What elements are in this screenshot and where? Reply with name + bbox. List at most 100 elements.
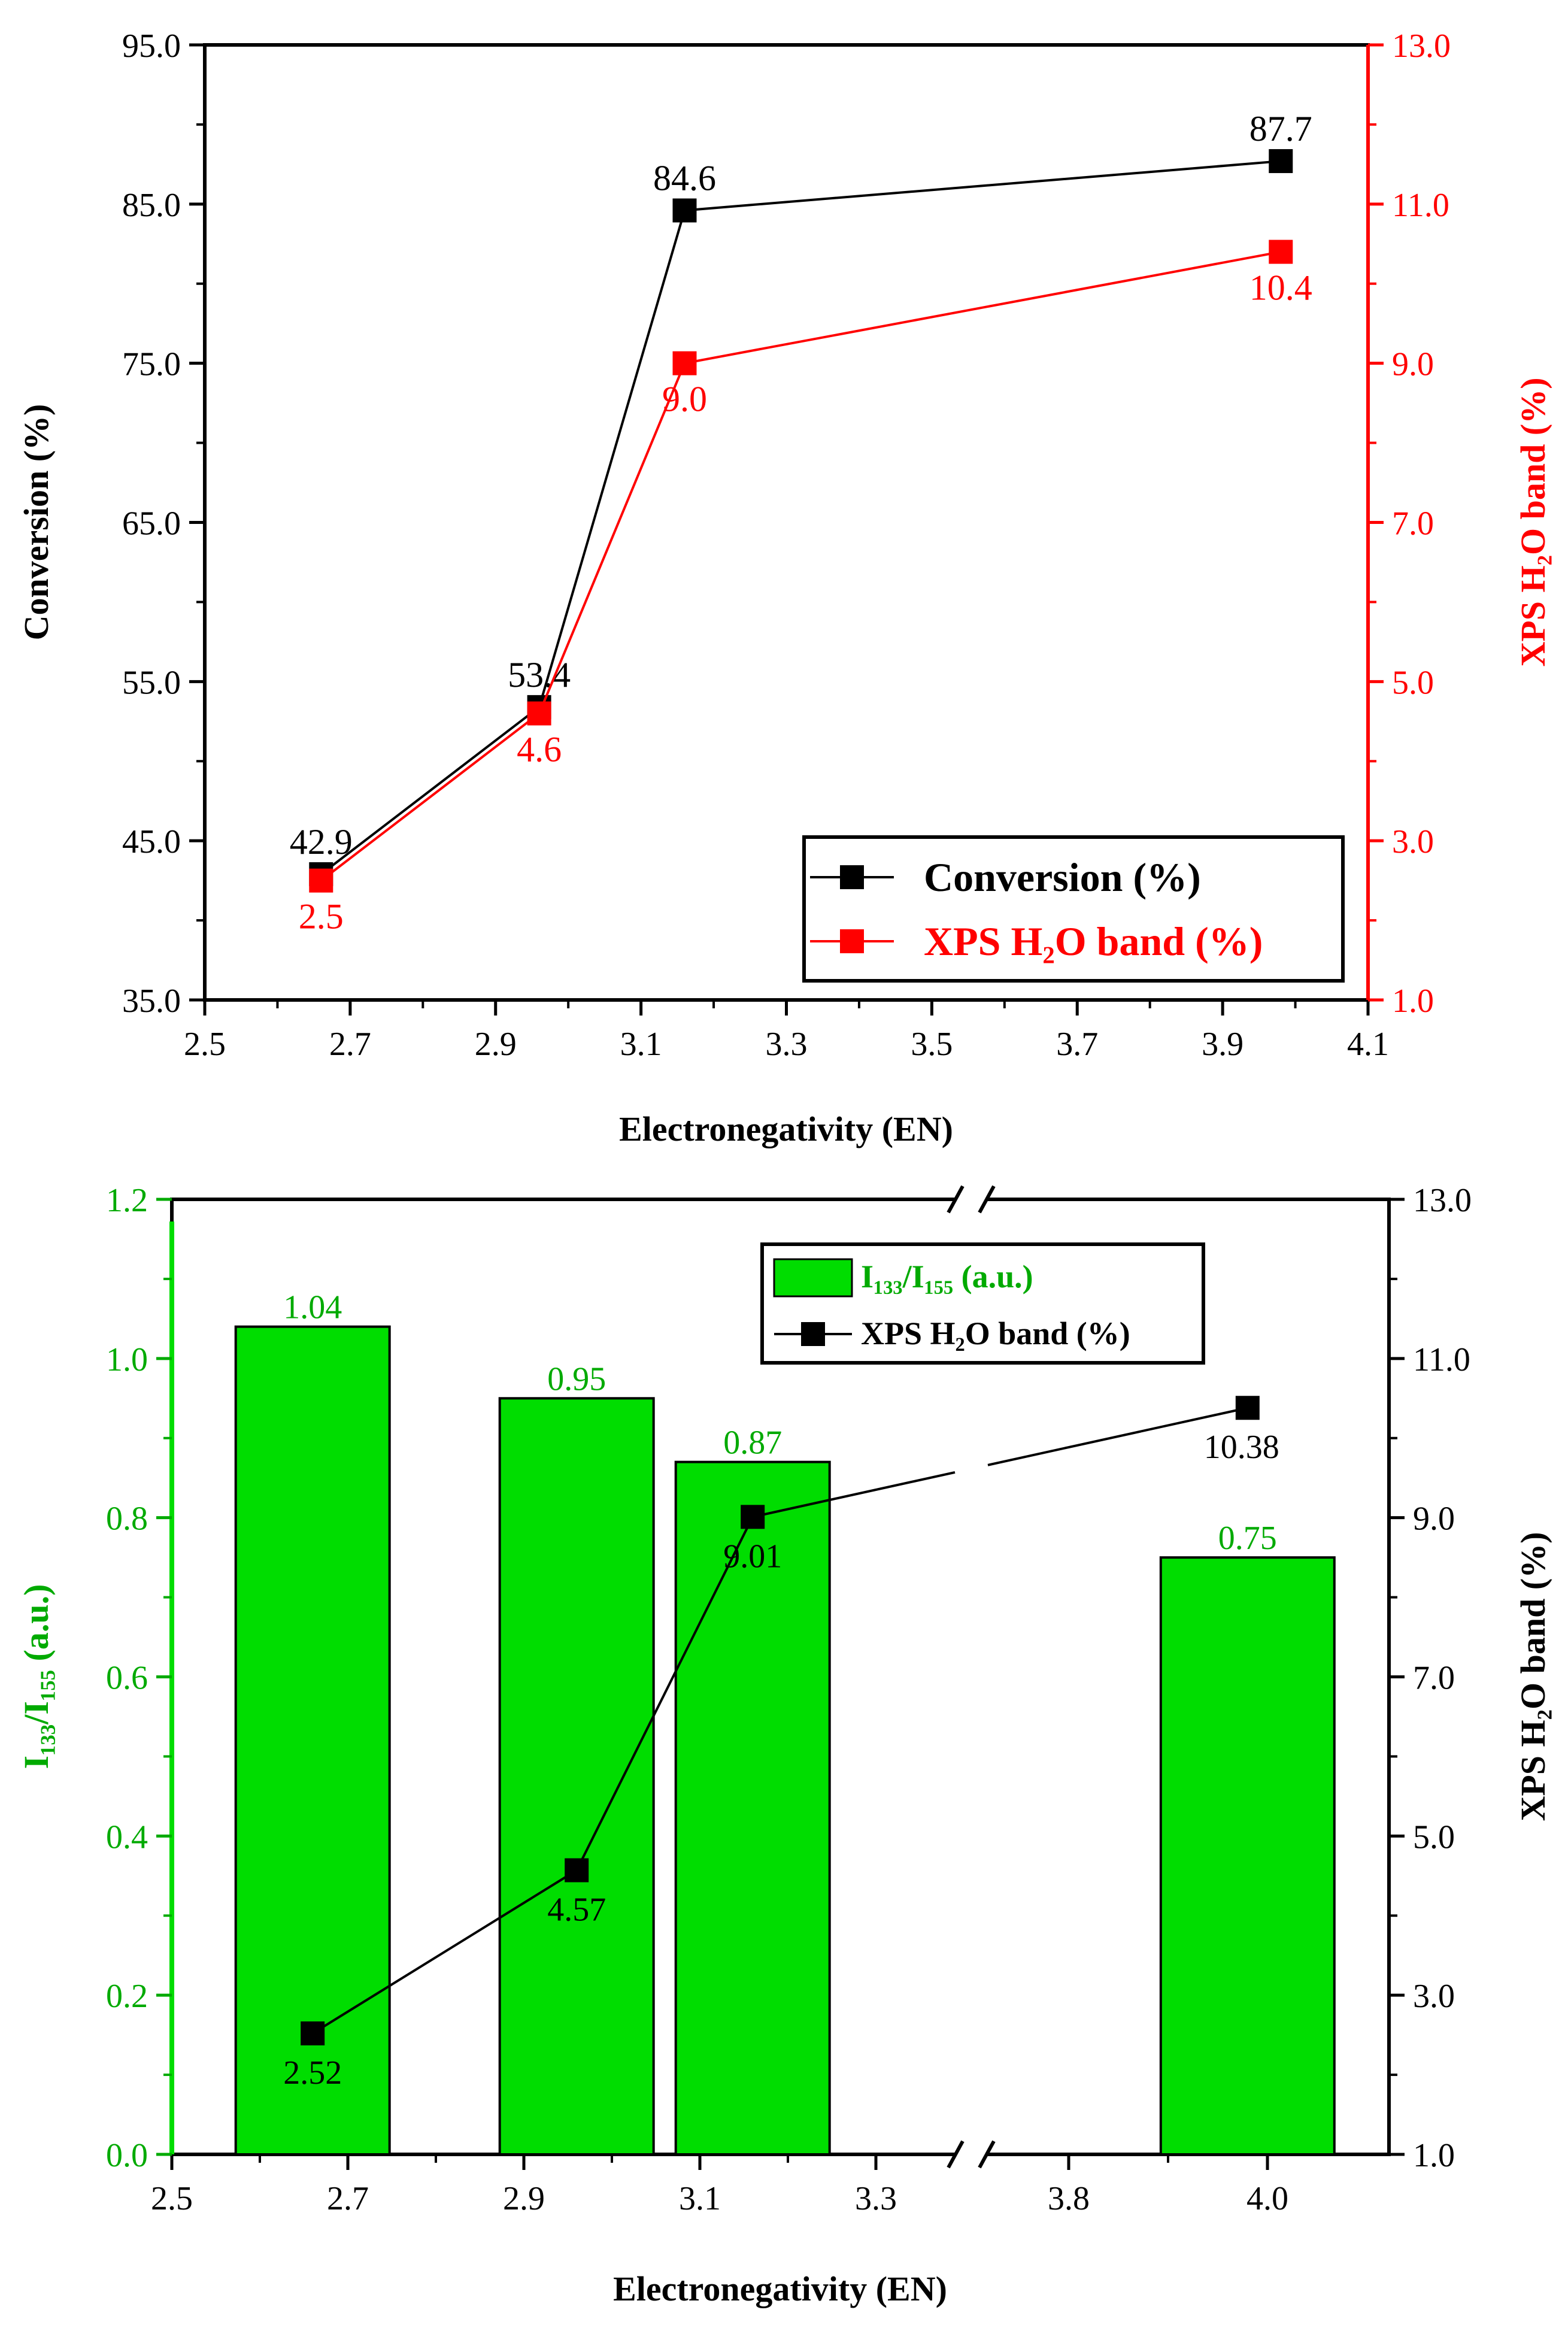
bottom-data-label: 4.57 xyxy=(547,1891,606,1928)
top-y-right-tick-label: 5.0 xyxy=(1392,664,1434,701)
bottom-y-right-tick-label: 5.0 xyxy=(1413,1818,1455,1856)
top-data-point-1 xyxy=(309,868,333,893)
bar xyxy=(674,1460,831,2156)
top-data-label-0: 87.7 xyxy=(1249,109,1312,148)
bottom-data-point xyxy=(741,1505,765,1529)
top-data-label-1: 10.4 xyxy=(1249,268,1312,308)
bottom-x-tick-label: 2.9 xyxy=(503,2180,545,2217)
ratio-chart: 1.04 0.95 0.87 0.75 2.5 2.7 2.9 3.1 3.3 3.8 4.0 0… xyxy=(17,1182,1552,2308)
bottom-data-label: 9.01 xyxy=(723,1538,782,1575)
legend-ratio-label: I₁₃₃/I₁₅₅ (a.u.) xyxy=(861,1259,1033,1295)
top-data-point-0 xyxy=(672,198,697,223)
bottom-data-label: 10.38 xyxy=(1204,1429,1279,1466)
bottom-y-tick-label: 0.2 xyxy=(106,1978,148,2015)
bottom-legend: I₁₃₃/I₁₅₅ (a.u.) XPS H₂O band (%) xyxy=(760,1242,1205,1365)
legend-conversion-label: Conversion (%) xyxy=(924,854,1201,900)
top-y-right-tick-label: 13.0 xyxy=(1392,28,1451,65)
bottom-left-axis-title: I₁₃₃/I₁₅₅ (a.u.) xyxy=(17,1584,56,1769)
top-y-right-tick-label: 7.0 xyxy=(1392,505,1434,542)
legend-xps-marker-bottom xyxy=(801,1322,825,1346)
top-x-tick-label: 3.5 xyxy=(911,1026,953,1063)
top-y-right-tick-label: 3.0 xyxy=(1392,823,1434,860)
top-y-right-tick-label: 9.0 xyxy=(1392,346,1434,383)
bottom-x-tick-label: 3.8 xyxy=(1048,2180,1090,2217)
bar xyxy=(1159,1556,1336,2156)
bottom-series-line-segment xyxy=(752,1471,956,1518)
bottom-y-right-tick-label: 1.0 xyxy=(1413,2137,1455,2174)
legend-ratio-swatch xyxy=(773,1258,853,1298)
legend-xps-label: XPS H₂O band (%) xyxy=(924,919,1263,964)
bottom-y-tick-label: 0.0 xyxy=(106,2137,148,2174)
top-x-tick-label: 3.1 xyxy=(620,1026,662,1063)
bottom-axis-break-slash-2 xyxy=(978,2140,996,2169)
top-series-line-0 xyxy=(320,160,1281,875)
top-y-tick-label: 75.0 xyxy=(122,346,181,383)
bottom-x-tick-label: 2.7 xyxy=(327,2180,369,2217)
top-y-tick-label: 35.0 xyxy=(122,983,181,1020)
top-data-point-1 xyxy=(672,351,697,375)
top-axis-break-gap xyxy=(957,1189,985,1210)
top-y-tick-label: 95.0 xyxy=(122,28,181,65)
top-data-point-1 xyxy=(1269,240,1293,264)
bottom-data-point xyxy=(1235,1396,1260,1420)
bottom-x-tick-label: 4.0 xyxy=(1246,2180,1288,2217)
bottom-y-right-tick-label: 3.0 xyxy=(1413,1978,1455,2015)
top-data-point-1 xyxy=(527,701,551,726)
bottom-y-tick-label: 1.0 xyxy=(106,1341,148,1378)
top-data-label-0: 84.6 xyxy=(653,158,716,198)
top-data-label-1: 9.0 xyxy=(662,380,707,419)
top-y-right-tick-label: 11.0 xyxy=(1392,187,1449,224)
top-y-tick-label: 65.0 xyxy=(122,505,181,542)
bottom-y-right-tick-label: 7.0 xyxy=(1413,1660,1455,1697)
legend-xps-marker xyxy=(840,929,864,953)
bottom-y-tick-label: 0.4 xyxy=(106,1818,148,1856)
top-data-label-0: 42.9 xyxy=(290,822,353,862)
bottom-axis-break-gap xyxy=(957,2144,985,2165)
bottom-y-right-tick-label: 11.0 xyxy=(1413,1341,1470,1378)
bar-value-label: 0.87 xyxy=(723,1424,782,1462)
bottom-y-right-tick-label: 13.0 xyxy=(1413,1182,1472,1219)
legend-conversion-marker xyxy=(840,865,864,889)
bar xyxy=(498,1397,655,2156)
bar xyxy=(234,1325,391,2156)
top-data-label-1: 2.5 xyxy=(299,897,344,936)
top-y-right-tick-label: 1.0 xyxy=(1392,983,1434,1020)
bar-value-label: 0.75 xyxy=(1218,1520,1277,1557)
top-x-tick-label: 4.1 xyxy=(1347,1026,1389,1063)
axis-break-marks xyxy=(947,1185,996,2169)
top-x-axis-title: Electronegativity (EN) xyxy=(619,1110,953,1148)
bottom-series-line-segment xyxy=(987,1407,1248,1466)
legend-xps-label-bottom: XPS H₂O band (%) xyxy=(861,1315,1130,1351)
top-axis-break-slash-2 xyxy=(978,1185,996,1214)
bottom-axis-break-slash-1 xyxy=(947,2140,965,2169)
top-x-tick-label: 2.9 xyxy=(475,1026,517,1063)
top-left-axis-title: Conversion (%) xyxy=(17,404,56,641)
top-legend: Conversion (%) XPS H₂O band (%) xyxy=(802,835,1345,983)
top-x-tick-label: 3.3 xyxy=(766,1026,808,1063)
top-x-tick-label: 3.9 xyxy=(1202,1026,1244,1063)
bottom-data-point xyxy=(301,2021,325,2045)
top-legend-box xyxy=(802,835,1345,983)
bar-value-label: 1.04 xyxy=(283,1289,342,1326)
bottom-series-line-segment xyxy=(575,1516,754,1871)
bottom-y-right-tick-label: 9.0 xyxy=(1413,1501,1455,1538)
top-right-axis-title: XPS H₂O band (%) xyxy=(1514,377,1552,666)
top-x-tick-label: 2.5 xyxy=(184,1026,226,1063)
bottom-x-tick-label: 3.1 xyxy=(679,2180,721,2217)
top-data-label-1: 4.6 xyxy=(517,730,562,769)
bottom-x-tick-label: 3.3 xyxy=(855,2180,897,2217)
bottom-y-tick-label: 0.8 xyxy=(106,1501,148,1538)
top-series-line-1 xyxy=(320,250,1281,882)
top-x-tick-label: 2.7 xyxy=(329,1026,371,1063)
bar-value-label: 0.95 xyxy=(547,1360,606,1398)
bottom-x-axis-title: Electronegativity (EN) xyxy=(613,2269,947,2308)
top-y-tick-label: 55.0 xyxy=(122,664,181,701)
bottom-series-line-segment xyxy=(312,1869,578,2035)
top-axis-break-slash-1 xyxy=(947,1185,965,1214)
conversion-chart: 2.5 2.7 2.9 3.1 3.3 3.5 3.7 3.9 4.1 35.0 45.0 55.0… xyxy=(17,28,1552,1148)
top-y-tick-label: 45.0 xyxy=(122,823,181,860)
bottom-right-axis-title: XPS H₂O band (%) xyxy=(1514,1532,1552,1821)
top-y-tick-label: 85.0 xyxy=(122,187,181,224)
top-data-point-0 xyxy=(1269,149,1293,174)
